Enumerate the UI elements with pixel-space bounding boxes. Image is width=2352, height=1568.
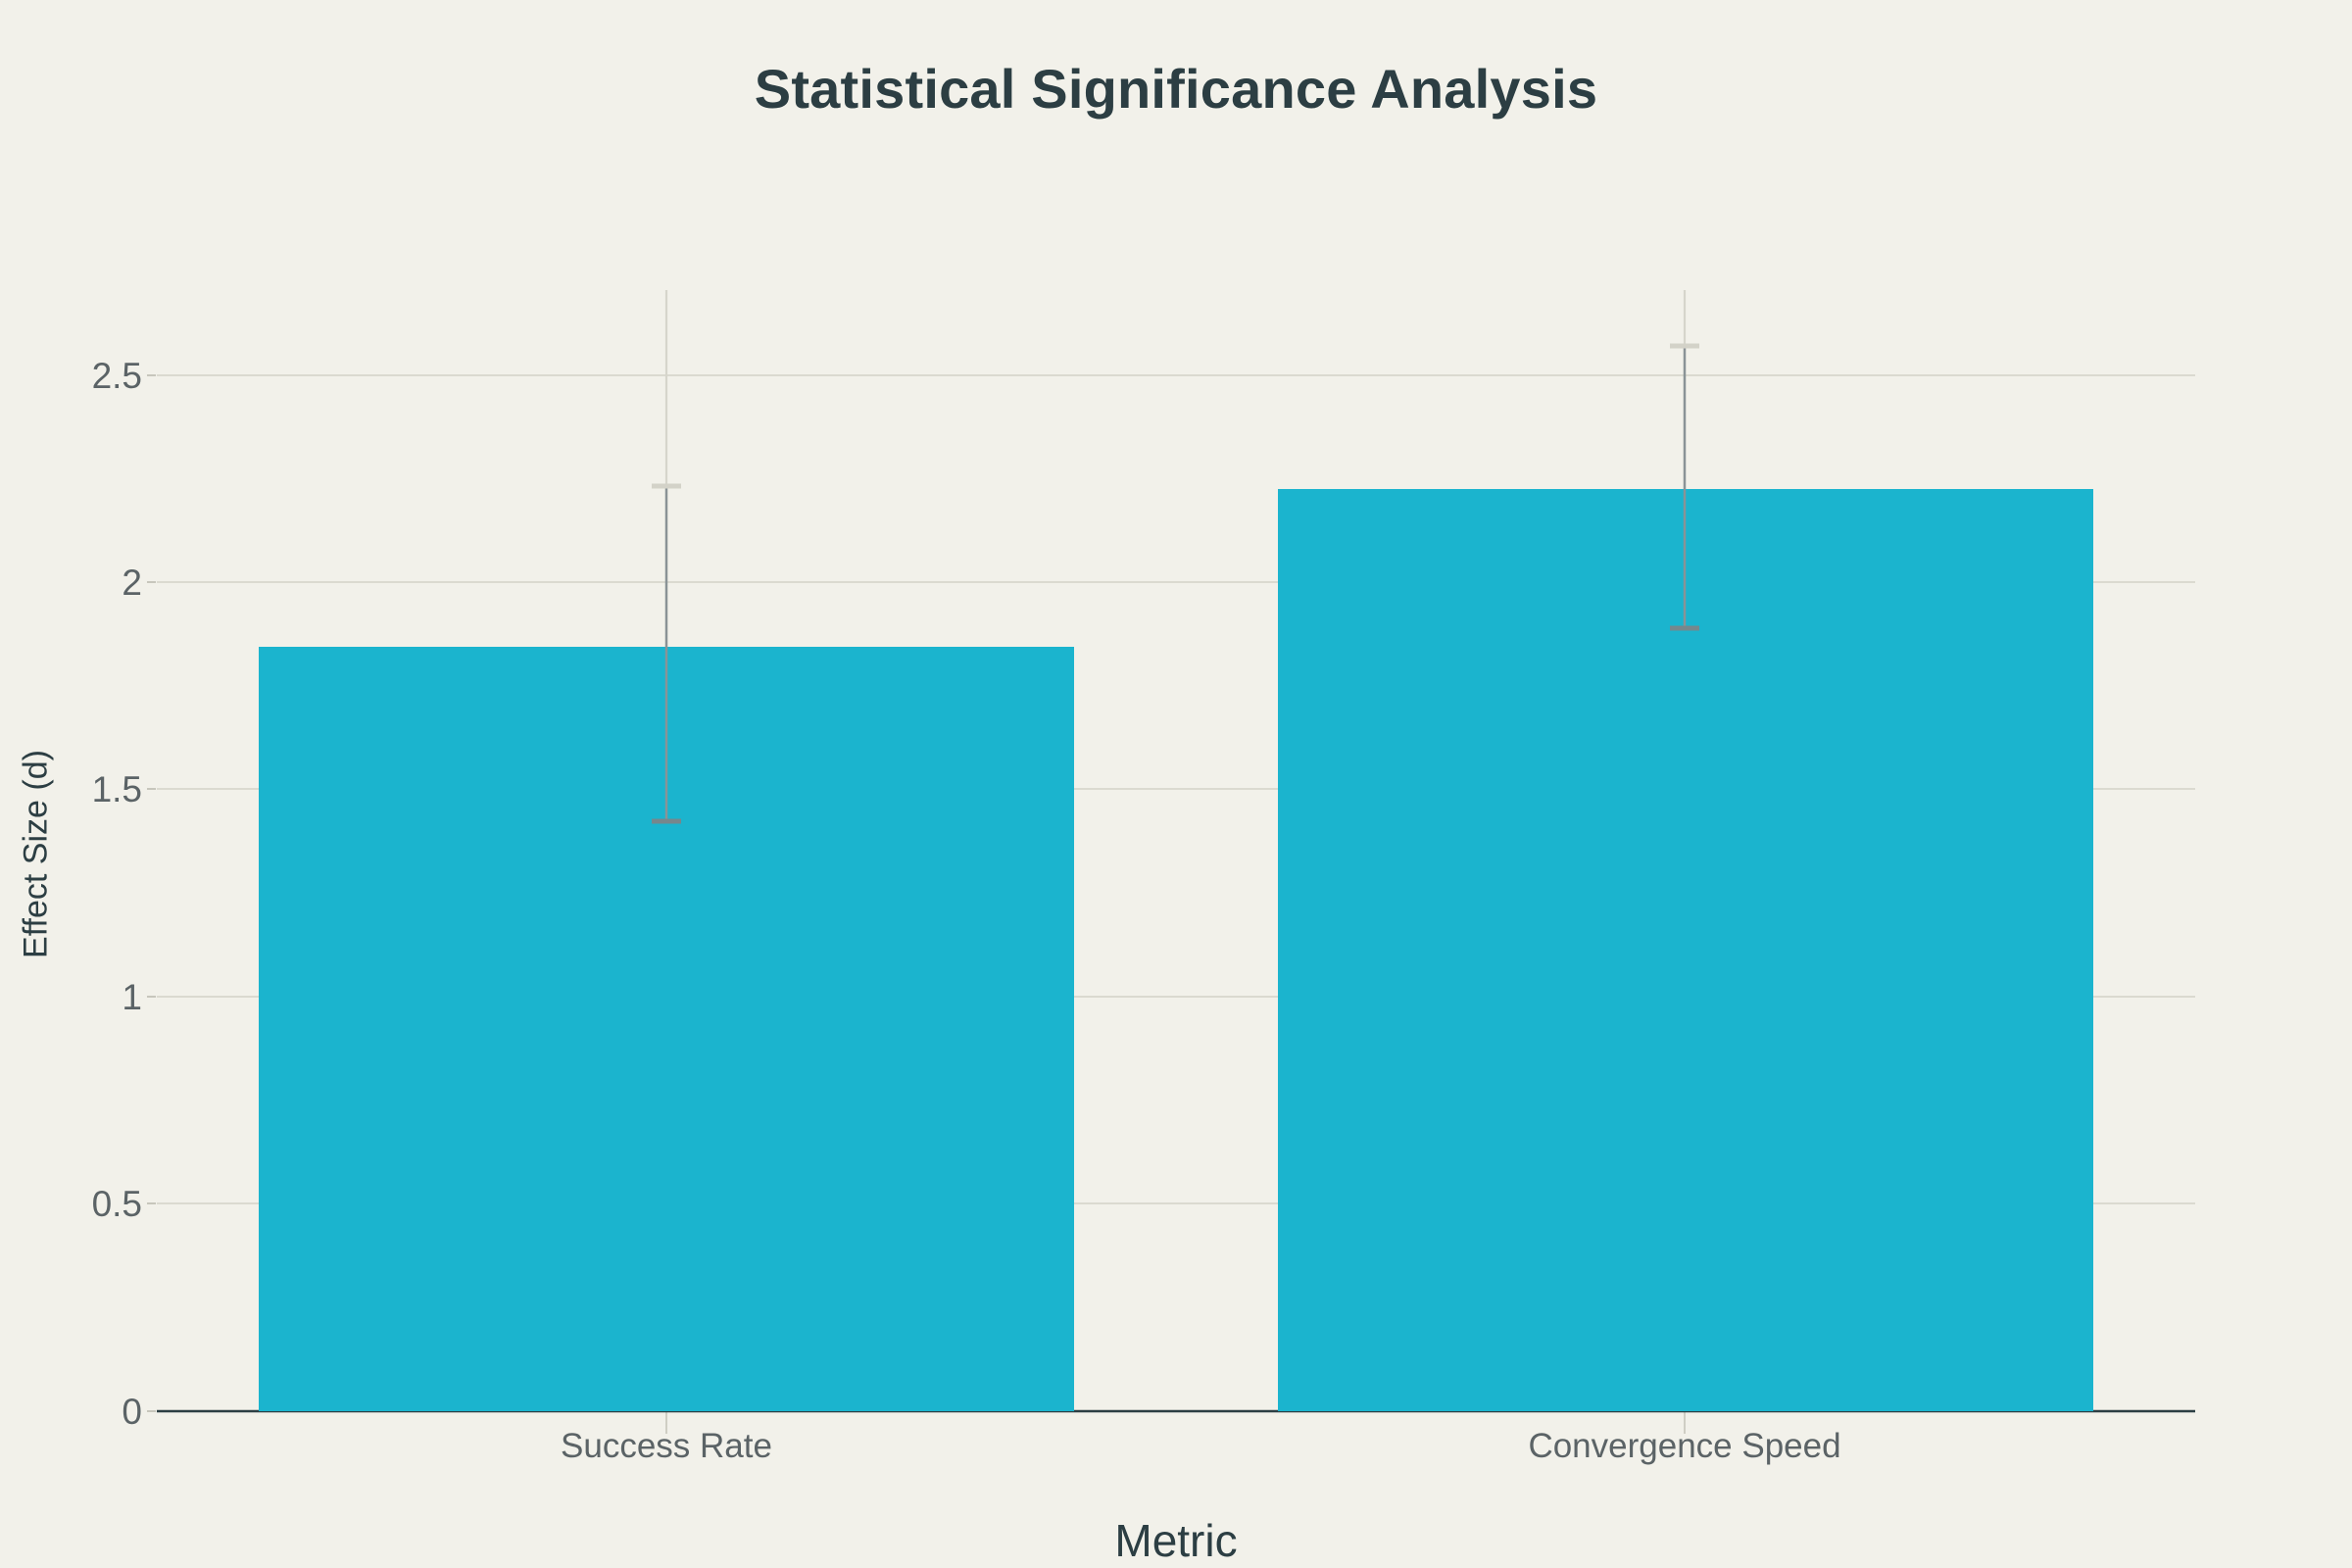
svg-text:0: 0 [122,1392,142,1432]
svg-text:2: 2 [122,563,142,603]
svg-text:Success Rate: Success Rate [561,1427,772,1465]
svg-text:1: 1 [122,977,142,1017]
svg-text:2.5: 2.5 [92,356,142,396]
svg-text:1.5: 1.5 [92,769,142,809]
svg-text:Convergence Speed: Convergence Speed [1528,1427,1840,1465]
svg-text:0.5: 0.5 [92,1184,142,1224]
